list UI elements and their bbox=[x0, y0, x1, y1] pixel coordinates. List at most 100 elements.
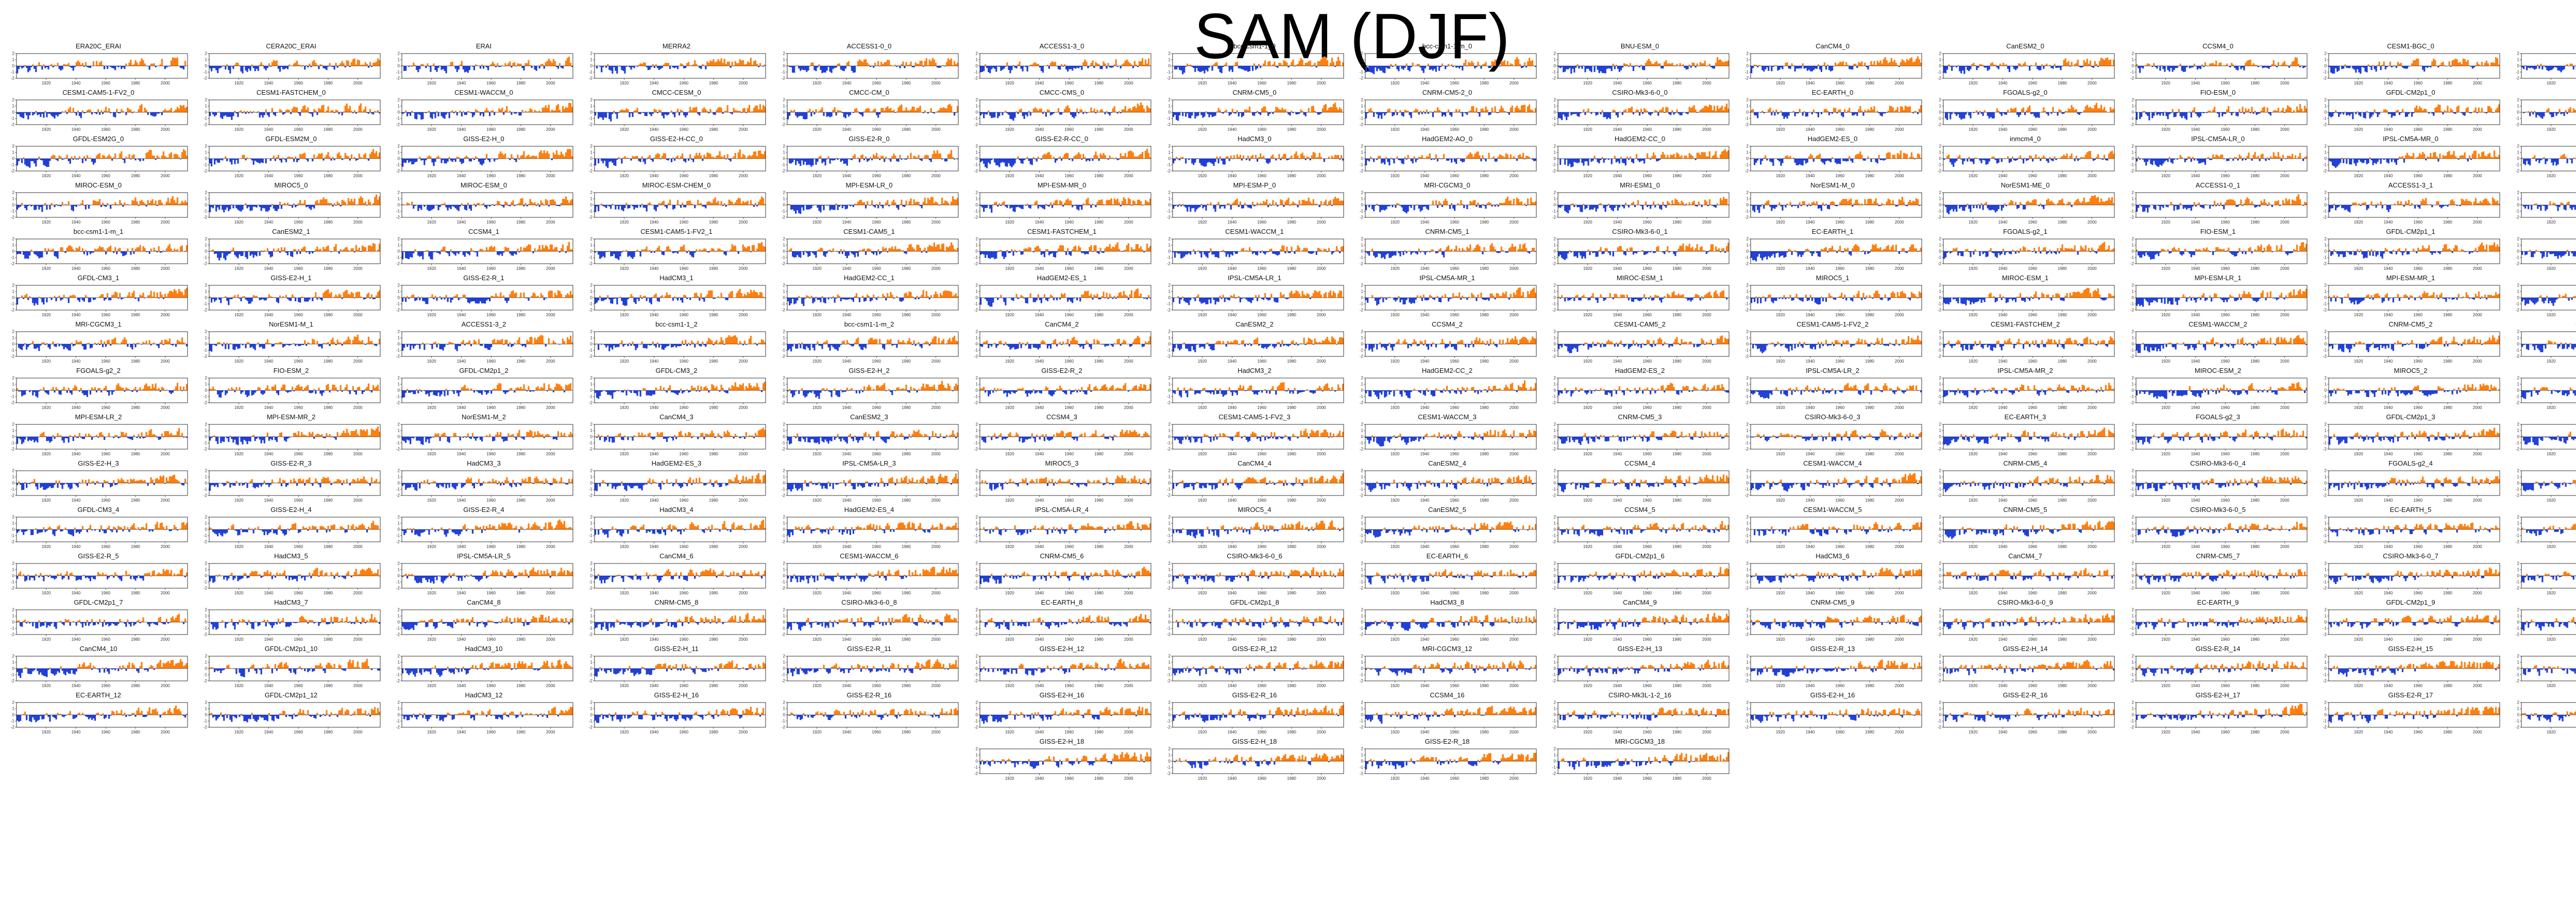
data-bar bbox=[88, 109, 90, 112]
x-tick-label: 1920 bbox=[1969, 81, 1978, 85]
data-bar bbox=[1196, 112, 1198, 116]
data-bar bbox=[709, 109, 711, 112]
data-bar bbox=[2091, 108, 2093, 112]
data-bar bbox=[1286, 62, 1288, 66]
x-tick-label: 2000 bbox=[1317, 81, 1326, 85]
data-bar bbox=[40, 159, 42, 160]
data-bar bbox=[1968, 112, 1970, 116]
data-bar bbox=[1424, 112, 1426, 114]
x-tick-label: 1960 bbox=[1642, 81, 1652, 85]
data-bar bbox=[1716, 57, 1719, 66]
chart-panel: HadGEM2-CC_0 -2 -1 0 1 2 1920 1940 1960 1980 2000 bbox=[1549, 134, 1731, 187]
data-bar bbox=[319, 109, 321, 112]
data-bar bbox=[304, 152, 306, 159]
data-bar bbox=[1281, 157, 1283, 159]
data-bar bbox=[402, 159, 404, 167]
y-tick-label: -2 bbox=[1167, 76, 1171, 81]
data-bar bbox=[2531, 66, 2533, 68]
data-bar bbox=[1221, 159, 1223, 161]
data-bar bbox=[1141, 151, 1144, 159]
data-bar bbox=[92, 159, 95, 165]
x-tick-label: 1940 bbox=[1035, 127, 1044, 132]
data-bar bbox=[1480, 109, 1482, 112]
x-tick-label: 1980 bbox=[2443, 127, 2452, 132]
data-bar bbox=[1973, 62, 1975, 66]
data-bar bbox=[1604, 112, 1606, 117]
x-tick-label: 1920 bbox=[1005, 127, 1014, 132]
data-bar bbox=[1624, 63, 1626, 66]
data-bar bbox=[1842, 61, 1844, 66]
data-bar bbox=[1603, 159, 1605, 163]
data-bar bbox=[1701, 109, 1703, 112]
data-bar bbox=[1210, 159, 1212, 163]
data-bar bbox=[360, 103, 362, 112]
data-bar bbox=[1280, 110, 1282, 112]
data-bar bbox=[268, 63, 270, 66]
data-bar bbox=[1502, 156, 1504, 159]
data-bar bbox=[2286, 105, 2289, 112]
data-bar bbox=[2439, 105, 2441, 112]
data-bar bbox=[26, 66, 28, 68]
data-bar bbox=[1677, 153, 1680, 159]
data-bar bbox=[1789, 112, 1791, 113]
data-bar bbox=[787, 112, 789, 119]
data-bar bbox=[422, 159, 424, 160]
data-bar bbox=[1309, 159, 1311, 161]
data-bar bbox=[2251, 64, 2253, 66]
data-bar bbox=[1514, 107, 1516, 112]
data-bar bbox=[899, 66, 901, 69]
data-bar bbox=[1263, 107, 1265, 112]
data-bar bbox=[893, 153, 895, 159]
data-bar bbox=[2213, 64, 2216, 66]
data-bar bbox=[161, 112, 163, 115]
x-tick-label: 1960 bbox=[2221, 127, 2230, 132]
data-bar bbox=[1451, 64, 1453, 66]
data-bar bbox=[454, 159, 456, 162]
data-bar bbox=[344, 152, 346, 159]
data-bar bbox=[1976, 66, 1978, 71]
data-bar bbox=[117, 112, 120, 113]
data-bar bbox=[364, 106, 367, 112]
data-bar bbox=[2055, 66, 2057, 68]
x-tick-label: 1940 bbox=[457, 81, 466, 85]
data-bar bbox=[1116, 112, 1118, 114]
data-bar bbox=[531, 66, 533, 68]
data-bar bbox=[2341, 112, 2343, 113]
data-bar bbox=[2098, 108, 2101, 112]
data-bar bbox=[615, 66, 617, 71]
data-bar bbox=[184, 150, 187, 159]
data-bar bbox=[1586, 66, 1588, 69]
data-bar bbox=[1256, 159, 1259, 162]
data-bar bbox=[280, 110, 283, 112]
data-bar bbox=[1308, 108, 1310, 112]
data-bar bbox=[1785, 62, 1787, 66]
data-bar bbox=[1493, 156, 1495, 159]
data-bar bbox=[995, 66, 997, 72]
data-bar bbox=[1517, 59, 1519, 66]
y-tick-label: -2 bbox=[782, 123, 786, 127]
data-bar bbox=[168, 153, 171, 159]
data-bar bbox=[869, 157, 872, 159]
data-bar bbox=[948, 153, 951, 159]
data-bar bbox=[1769, 108, 1771, 112]
data-bar bbox=[1410, 66, 1412, 67]
data-bar bbox=[659, 110, 662, 112]
data-bar bbox=[930, 61, 932, 66]
data-bar bbox=[360, 65, 362, 66]
y-tick-label: 1 bbox=[2325, 104, 2327, 109]
data-bar bbox=[494, 63, 496, 66]
data-bar bbox=[1578, 159, 1580, 163]
data-bar bbox=[1210, 112, 1212, 115]
data-bar bbox=[1641, 66, 1644, 70]
x-tick-label: 1980 bbox=[1480, 127, 1489, 132]
data-bar bbox=[633, 66, 635, 69]
data-bar bbox=[141, 58, 143, 66]
data-bar bbox=[2030, 65, 2032, 66]
data-bar bbox=[1825, 109, 1827, 112]
data-bar bbox=[595, 112, 597, 116]
x-tick-label: 1920 bbox=[234, 81, 244, 85]
y-tick-label: -1 bbox=[2516, 116, 2520, 121]
data-bar bbox=[2425, 109, 2427, 112]
data-bar bbox=[343, 63, 345, 66]
data-bar bbox=[507, 63, 510, 66]
